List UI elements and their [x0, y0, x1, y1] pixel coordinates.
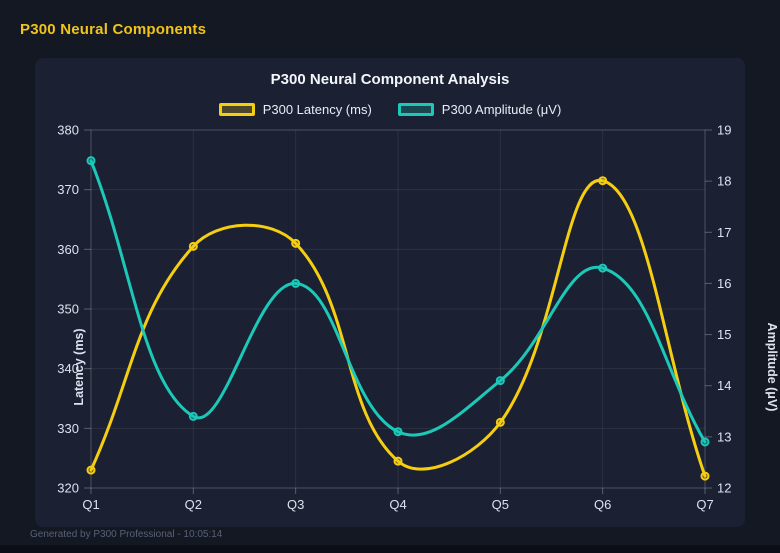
x-tick-label: Q6	[594, 497, 611, 512]
data-point	[700, 437, 710, 447]
left-tick-label: 340	[57, 361, 79, 376]
right-tick-label: 13	[717, 429, 731, 444]
x-tick-label: Q2	[185, 497, 202, 512]
x-tick-label: Q3	[287, 497, 304, 512]
legend-swatch	[218, 103, 255, 116]
legend-item[interactable]: P300 Amplitude (μV)	[397, 102, 562, 117]
left-tick-label: 380	[57, 123, 79, 138]
x-tick-label: Q7	[696, 497, 713, 512]
right-tick-label: 19	[717, 123, 731, 138]
data-point	[393, 427, 403, 437]
series-line	[89, 159, 707, 444]
data-point	[495, 417, 505, 427]
data-point	[291, 278, 301, 288]
data-point	[393, 456, 403, 466]
data-point	[700, 471, 710, 481]
left-tick-label: 330	[57, 421, 79, 436]
x-tick-label: Q5	[492, 497, 509, 512]
bottom-strip	[0, 545, 780, 553]
footer-status: Generated by P300 Professional - 10:05:1…	[30, 529, 223, 540]
right-tick-label: 16	[717, 276, 731, 291]
x-tick-label: Q4	[389, 497, 406, 512]
data-point	[495, 376, 505, 386]
data-point	[598, 176, 608, 186]
data-point	[291, 238, 301, 248]
left-tick-label: 360	[57, 242, 79, 257]
right-tick-label: 12	[717, 481, 731, 496]
legend-swatch	[397, 103, 434, 116]
x-tick-label: Q1	[82, 497, 99, 512]
data-point	[188, 241, 198, 251]
right-tick-label: 17	[717, 225, 731, 240]
legend-label: P300 Amplitude (μV)	[441, 102, 562, 117]
legend-item[interactable]: P300 Latency (ms)	[218, 102, 372, 117]
left-tick-label: 350	[57, 302, 79, 317]
left-tick-label: 320	[57, 481, 79, 496]
chart-title: P300 Neural Component Analysis	[270, 71, 510, 88]
left-tick-label: 370	[57, 182, 79, 197]
chart-panel: P300 Neural Component Analysis P300 Late…	[35, 58, 779, 527]
page-title: P300 Neural Components	[20, 21, 207, 38]
right-tick-label: 18	[717, 174, 731, 189]
series-line	[89, 179, 707, 478]
data-point	[188, 411, 198, 421]
plot-border	[90, 129, 706, 489]
data-point	[86, 465, 96, 475]
chart-legend: P300 Latency (ms) P300 Amplitude (μV)	[35, 102, 745, 117]
data-point	[86, 156, 96, 166]
legend-label: P300 Latency (ms)	[262, 102, 372, 117]
right-tick-label: 14	[717, 378, 731, 393]
right-tick-label: 15	[717, 327, 731, 342]
data-point	[598, 263, 608, 273]
